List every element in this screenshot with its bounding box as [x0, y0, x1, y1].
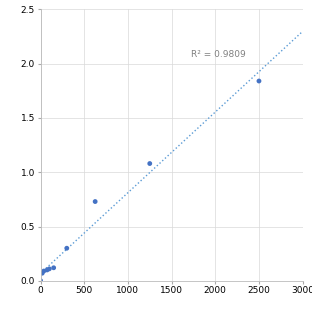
- Point: [41, 269, 46, 274]
- Point: [93, 199, 98, 204]
- Point: [147, 161, 152, 166]
- Point: [64, 246, 69, 251]
- Point: [256, 79, 261, 84]
- Point: [40, 271, 45, 276]
- Point: [38, 278, 43, 283]
- Text: R² = 0.9809: R² = 0.9809: [191, 51, 246, 60]
- Point: [47, 266, 52, 271]
- Point: [51, 265, 56, 270]
- Point: [45, 267, 50, 272]
